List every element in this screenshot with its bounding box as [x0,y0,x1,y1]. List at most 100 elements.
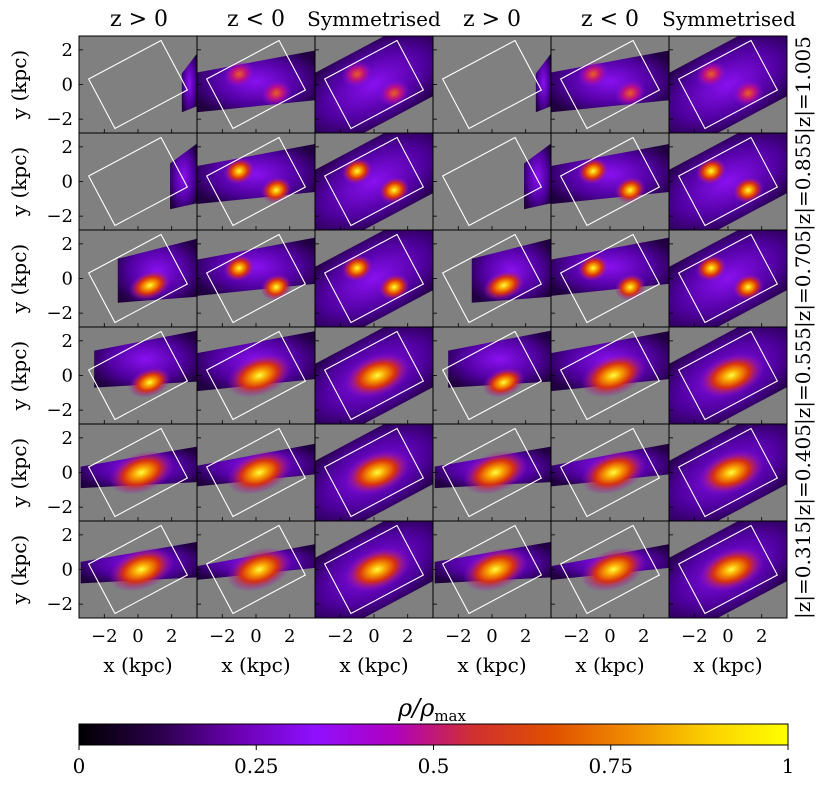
bar-region-box [87,136,189,227]
row-labels: |z|=1.005 |z|=0.855 |z|=0.705 |z|=0.555 … [791,36,816,619]
density-peak [341,60,373,88]
panel [550,520,670,619]
panel [432,229,552,328]
density-peak [482,367,526,398]
panel [314,132,434,231]
density-peak [341,254,373,282]
colorbar: ρ/ρmax 0 0.25 0.5 0.75 1 [73,694,795,778]
density-peak [260,79,292,107]
density-peak [732,176,764,204]
density-peak [260,176,292,204]
panel [432,423,552,522]
bar-region-box [205,427,307,518]
column-title: z < 0 [227,7,285,32]
y-tick-label: 2 [62,525,73,546]
density-peak [378,273,410,301]
panel [196,326,316,425]
bar-region-box [87,427,189,518]
x-tick-label: −2 [209,626,236,647]
panel [78,326,198,425]
data-coverage [315,133,433,230]
data-coverage [315,230,433,327]
y-tick-label: −2 [46,400,73,421]
density-peak [344,353,411,398]
density-peak [577,254,609,282]
colorbar-ticks: 0 0.25 0.5 0.75 1 [73,745,794,778]
panel [78,132,198,231]
density-peak [577,157,609,185]
panel [432,520,552,619]
x-tick-label: 0 [368,626,379,647]
panel-background [79,36,197,133]
x-tick-label: 2 [402,626,413,647]
column-title: Symmetrised [307,7,441,31]
density-peak [614,79,646,107]
y-axis-label: y (kpc) [7,147,31,217]
panel [78,35,198,134]
bar-region-box [205,330,307,421]
y-axis: 2 0 −2 y (kpc) 2 0 −2 y (kpc) 2 0 −2 y (kpc) 2 0 −2 y (… [7,40,73,615]
density-peak [108,450,175,495]
panel [314,520,434,619]
density-peak [614,176,646,204]
y-tick-label: 0 [62,366,73,387]
y-axis-label: y (kpc) [7,535,31,605]
density-peak [580,547,647,592]
y-tick-label: 2 [62,40,73,61]
y-tick-label: 0 [62,269,73,290]
density-peak [698,450,765,495]
panel [196,35,316,134]
bar-region-box [677,427,779,518]
panel [432,132,552,231]
x-tick-label: −2 [681,626,708,647]
density-peak [695,60,727,88]
density-peak [223,60,255,88]
bar-region-box [559,524,661,615]
density-peak [698,353,765,398]
data-coverage [669,133,787,230]
density-peak [580,450,647,495]
panel [78,229,198,328]
bar-region-box [205,39,307,130]
x-tick-label: 2 [756,626,767,647]
density-peak [482,270,526,301]
panel [668,520,788,619]
bar-region-box [677,330,779,421]
x-axis-label: x (kpc) [575,653,644,677]
bar-region-box [323,136,425,227]
column-title: z > 0 [463,7,521,32]
y-tick-label: 0 [62,560,73,581]
density-peak [580,353,647,398]
bar-region-box [559,39,661,130]
density-peak [614,273,646,301]
panel [668,132,788,231]
bar-region-box [87,233,189,324]
density-peak [344,450,411,495]
panel [668,326,788,425]
bar-region-box [323,427,425,518]
panel [314,35,434,134]
density-peak [732,273,764,301]
colorbar-bar [78,723,789,746]
panel-background [433,36,551,133]
density-peak [577,60,609,88]
density-peak [344,547,411,592]
density-peak [226,353,293,398]
row-label: |z|=0.405 [791,424,816,522]
x-tick-label: −2 [327,626,354,647]
density-peak [226,450,293,495]
panel [550,229,670,328]
y-tick-label: 0 [62,75,73,96]
row-label: |z|=1.005 [791,36,816,134]
column-title: Symmetrised [662,7,796,31]
density-peak [698,547,765,592]
y-tick-label: −2 [46,206,73,227]
colorbar-tick-label: 0.75 [588,754,633,778]
bar-region-box [441,524,543,615]
row-label: |z|=0.555 [791,327,816,425]
column-title: z > 0 [110,7,168,32]
y-tick-label: 2 [62,234,73,255]
bar-region-box [677,233,779,324]
panel [314,423,434,522]
